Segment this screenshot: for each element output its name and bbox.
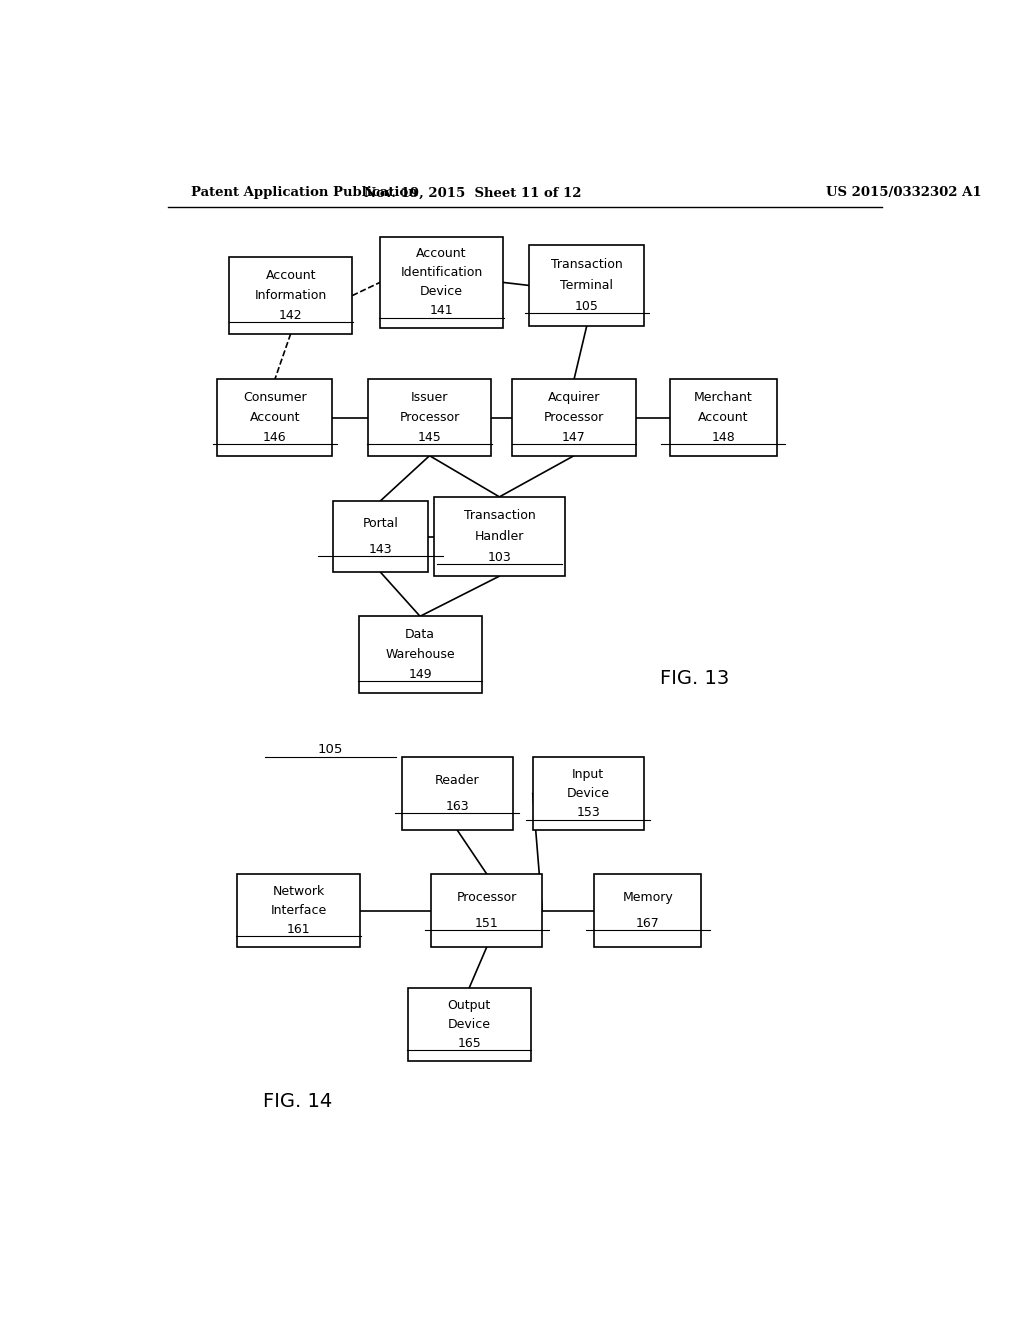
Text: Memory: Memory [623, 891, 673, 904]
Text: Account: Account [416, 247, 467, 260]
Bar [431, 874, 543, 948]
Bar [594, 874, 701, 948]
Text: 165: 165 [458, 1038, 481, 1051]
Text: Acquirer: Acquirer [548, 391, 600, 404]
Bar [408, 987, 530, 1061]
Bar [670, 379, 777, 455]
Text: 161: 161 [287, 923, 310, 936]
Text: Output: Output [447, 999, 490, 1011]
Text: Device: Device [567, 787, 609, 800]
Text: Consumer: Consumer [243, 391, 306, 404]
Text: 145: 145 [418, 432, 441, 444]
Text: US 2015/0332302 A1: US 2015/0332302 A1 [826, 186, 982, 199]
Text: Transaction: Transaction [551, 257, 623, 271]
Text: Input: Input [572, 768, 604, 781]
Text: Processor: Processor [457, 891, 517, 904]
Text: Data: Data [406, 628, 435, 640]
Text: Identification: Identification [400, 267, 482, 280]
Text: Transaction: Transaction [464, 510, 536, 523]
Bar [358, 616, 481, 693]
Text: Information: Information [255, 289, 327, 302]
Text: 143: 143 [369, 543, 392, 556]
Bar [434, 496, 565, 576]
Bar [380, 236, 503, 329]
Text: Device: Device [447, 1018, 490, 1031]
Text: 105: 105 [317, 743, 343, 756]
Text: Issuer: Issuer [411, 391, 449, 404]
Bar [368, 379, 492, 455]
Text: Device: Device [420, 285, 463, 298]
Text: Portal: Portal [362, 517, 398, 531]
Text: Terminal: Terminal [560, 279, 613, 292]
Bar [333, 500, 428, 572]
Text: Handler: Handler [475, 531, 524, 543]
Text: Warehouse: Warehouse [385, 648, 455, 661]
Text: 141: 141 [430, 305, 454, 318]
Text: 148: 148 [712, 432, 735, 444]
Text: 103: 103 [487, 550, 511, 564]
Text: 149: 149 [409, 668, 432, 681]
Text: 146: 146 [263, 432, 287, 444]
Text: Patent Application Publication: Patent Application Publication [191, 186, 418, 199]
Text: Nov. 19, 2015  Sheet 11 of 12: Nov. 19, 2015 Sheet 11 of 12 [365, 186, 582, 199]
Text: Account: Account [265, 269, 316, 282]
Text: FIG. 14: FIG. 14 [263, 1092, 332, 1111]
Text: 142: 142 [279, 309, 302, 322]
Text: Merchant: Merchant [694, 391, 753, 404]
Bar [512, 379, 636, 455]
Bar [401, 758, 513, 830]
Text: Network: Network [272, 884, 325, 898]
Text: Account: Account [698, 411, 749, 424]
Text: 147: 147 [562, 432, 586, 444]
Bar [532, 758, 644, 830]
Text: Processor: Processor [399, 411, 460, 424]
Text: 105: 105 [574, 301, 599, 313]
Bar [217, 379, 333, 455]
Text: Processor: Processor [544, 411, 604, 424]
Bar [238, 874, 360, 948]
Text: Interface: Interface [270, 904, 327, 917]
Text: 167: 167 [636, 917, 659, 931]
Bar [229, 257, 352, 334]
Text: 151: 151 [475, 917, 499, 931]
Text: Reader: Reader [435, 774, 479, 787]
Bar [529, 244, 644, 326]
Text: FIG. 13: FIG. 13 [659, 669, 729, 688]
Text: 153: 153 [577, 807, 600, 820]
Text: 163: 163 [445, 800, 469, 813]
Text: Account: Account [250, 411, 300, 424]
